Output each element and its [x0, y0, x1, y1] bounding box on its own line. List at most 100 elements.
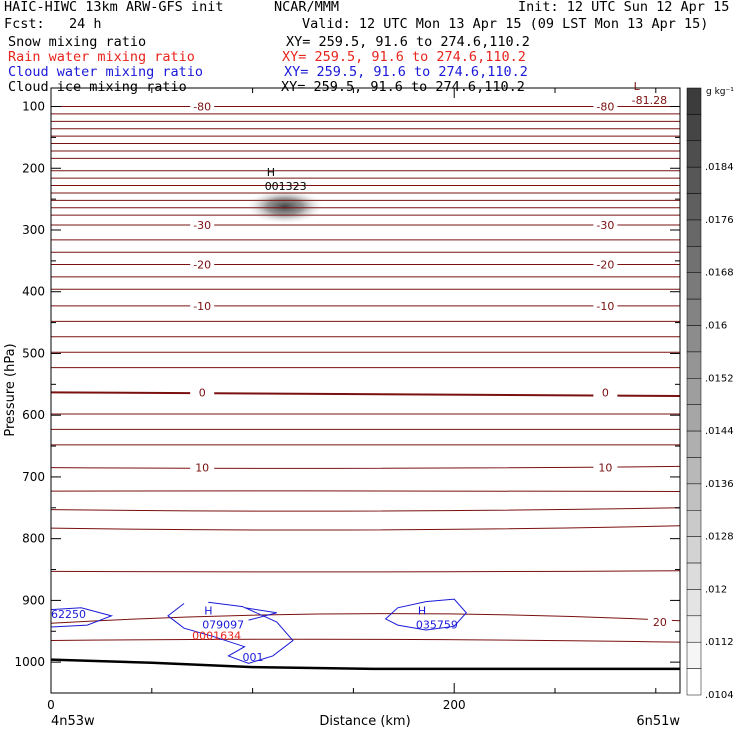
- surface-pressure-line: [50, 658, 680, 671]
- left-endpoint-label: 4n53w: [51, 714, 95, 729]
- cloud-water-contour: [50, 607, 114, 628]
- cloud-water-contour: [384, 598, 467, 631]
- isotherm-label: -10: [193, 300, 211, 313]
- pressure-tick-label: 800: [22, 532, 45, 546]
- colorbar-swatch: [686, 219, 702, 247]
- colorbar-swatch: [686, 668, 702, 696]
- colorbar-swatch: [686, 536, 702, 564]
- colorbar: .0184 .0176 .0168 .016 .0152 .0144 .0136 .0128.…: [686, 87, 734, 701]
- isotherm-label-bg: [190, 218, 215, 232]
- isotherm-label-bg: [647, 615, 672, 629]
- colorbar-label: .0136: [705, 479, 734, 490]
- field-xy-cloud-water: XY= 259.5, 91.6 to 274.6,110.2: [284, 64, 528, 80]
- field-xy-rain: XY= 259.5, 91.6 to 274.6,110.2: [282, 49, 526, 65]
- extremum-value: 035759: [416, 618, 458, 631]
- pressure-tick-label: 700: [22, 470, 45, 484]
- title-center: NCAR/MMM: [274, 0, 340, 15]
- isotherm-label: -80: [596, 101, 614, 114]
- y-axis-label: Pressure (hPa): [3, 343, 18, 436]
- init-time: Init: 12 UTC Sun 12 Apr 15: [518, 0, 730, 15]
- temperature-contour-line: [50, 570, 681, 573]
- colorbar-swatch: [686, 193, 702, 221]
- colorbar-swatch: [686, 404, 702, 432]
- field-name-cloud-ice: Cloud ice mixing ratio: [8, 79, 187, 95]
- colorbar-swatch: [686, 166, 702, 194]
- field-name-cloud-water: Cloud water mixing ratio: [8, 64, 204, 80]
- extremum-value: 079097: [202, 618, 244, 631]
- colorbar-swatch: [686, 325, 702, 353]
- extremum-value: 62250: [51, 608, 86, 621]
- isotherm-label: -30: [596, 219, 614, 232]
- colorbar-label: .0128: [705, 532, 734, 543]
- distance-tick-label: 200: [443, 698, 466, 712]
- distance-axis: 0 200: [47, 88, 657, 712]
- colorbar-swatch: [686, 351, 702, 379]
- distance-tick-label: 0: [47, 698, 55, 712]
- pressure-tick-label: 100: [22, 100, 45, 114]
- temperature-contour-line: [50, 638, 681, 643]
- cloud-water-contour: [167, 601, 294, 664]
- isotherm-label-bg: [593, 99, 618, 113]
- colorbar-swatch: [686, 483, 702, 511]
- forecast-hour: Fcst: 24 h: [4, 16, 102, 32]
- title-left: HAIC-HIWC 13km ARW-GFS init: [4, 0, 224, 15]
- plot-frame: [50, 87, 681, 694]
- snow-shading-layer: [244, 188, 325, 225]
- colorbar-swatch: [686, 641, 702, 669]
- extremum-marker: H: [267, 166, 275, 179]
- colorbar-label: .016: [705, 321, 727, 332]
- field-name-snow: Snow mixing ratio: [8, 34, 147, 50]
- colorbar-swatch: [686, 140, 702, 168]
- extremum-marker: L: [634, 80, 641, 93]
- isotherm-label-bg: [593, 218, 618, 232]
- colorbar-unit: g kg⁻¹: [706, 87, 734, 97]
- extrema-labels: H001323L-81.28H079097H035759622500001634…: [51, 80, 667, 664]
- pressure-tick-label: 600: [22, 408, 45, 422]
- extremum-marker: H: [204, 604, 212, 617]
- temperature-contour-line: [50, 507, 681, 512]
- colorbar-swatch: [686, 246, 702, 273]
- pressure-tick-label: 1000: [14, 655, 45, 669]
- isotherm-label-bg: [190, 298, 215, 312]
- isotherm-label-bg: [593, 298, 618, 312]
- colorbar-swatch: [686, 378, 702, 405]
- isotherm-label-bg: [190, 385, 215, 399]
- cloud-water-contour: [244, 607, 277, 621]
- pressure-tick-label: 900: [22, 593, 45, 607]
- colorbar-label: .0104: [705, 690, 734, 701]
- right-endpoint-label: 6n51w: [636, 714, 680, 729]
- isotherm-label-bg: [593, 385, 618, 399]
- isotherm-label: 0: [602, 386, 609, 399]
- isotherm-label: -30: [193, 219, 211, 232]
- colorbar-label: .0112: [705, 637, 734, 648]
- colorbar-swatch: [686, 562, 702, 590]
- isotherm-label: -20: [193, 259, 211, 272]
- isotherm-label: -80: [193, 101, 211, 114]
- pressure-tick-label: 200: [22, 161, 45, 175]
- colorbar-label: .0152: [705, 373, 734, 384]
- cloud-water-contour-layer: [50, 598, 467, 664]
- colorbar-swatch: [686, 87, 702, 115]
- isotherm-label: -10: [596, 300, 614, 313]
- colorbar-label: .0168: [705, 268, 734, 279]
- extremum-value: -81.28: [632, 94, 667, 107]
- colorbar-swatch: [686, 589, 702, 617]
- temperature-contour-line: [50, 490, 681, 492]
- x-axis-label: Distance (km): [319, 714, 410, 729]
- isotherm-label: 10: [598, 462, 612, 475]
- colorbar-swatch: [686, 298, 702, 326]
- colorbar-label: .0184: [705, 162, 734, 173]
- isotherm-label-bg: [593, 460, 618, 474]
- isotherm-label: 0: [199, 386, 206, 399]
- extremum-value: 001323: [265, 180, 307, 193]
- isotherm-label-bg: [190, 257, 215, 271]
- isotherm-20: [50, 613, 681, 624]
- valid-time: Valid: 12 UTC Mon 13 Apr 15 (09 LST Mon …: [302, 16, 709, 32]
- pressure-tick-label: 400: [22, 285, 45, 299]
- field-xy-snow: XY= 259.5, 91.6 to 274.6,110.2: [286, 34, 530, 50]
- field-xy-cloud-ice: XY= 259.5, 91.6 to 274.6,110.2: [281, 79, 525, 95]
- isotherm-label: 20: [653, 616, 667, 629]
